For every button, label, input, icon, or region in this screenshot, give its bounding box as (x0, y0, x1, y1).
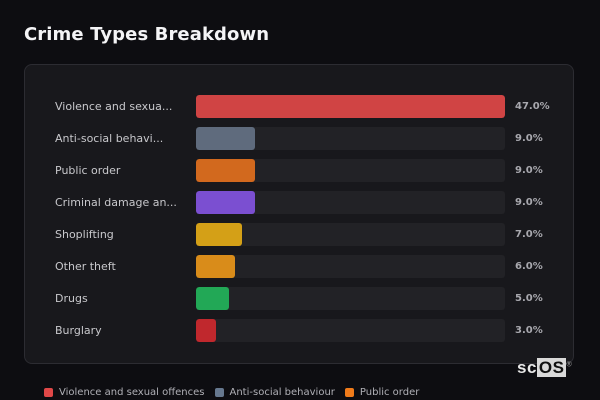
bar-label: Public order (55, 164, 121, 177)
bar-fill[interactable] (196, 255, 236, 278)
registered-mark: ® (566, 361, 573, 369)
watermark-prefix: sc (517, 358, 537, 377)
bar-value: 5.0% (515, 293, 543, 304)
bar-label: Shoplifting (55, 228, 114, 241)
watermark-logo: sc OS ® (517, 358, 572, 378)
bar-fill[interactable] (196, 319, 216, 342)
watermark-boxed: OS (536, 358, 567, 377)
bar-value: 7.0% (515, 229, 543, 240)
bar-label: Violence and sexua... (55, 100, 173, 113)
legend-swatch-icon (214, 388, 224, 397)
bar-row[interactable]: Burglary 3.0% (25, 319, 573, 343)
bar-track (196, 95, 505, 118)
legend-label: Anti-social behaviour (229, 387, 335, 398)
bar-label: Burglary (55, 324, 102, 337)
bar-track (196, 223, 505, 246)
bar-track (196, 159, 505, 182)
bar-fill[interactable] (196, 95, 505, 118)
bar-fill[interactable] (196, 191, 256, 214)
chart-card: Violence and sexua... 47.0% Anti-social be… (24, 64, 574, 364)
bar-value: 3.0% (515, 325, 543, 336)
legend-swatch-icon (44, 388, 53, 397)
bar-row[interactable]: Criminal damage an... 9.0% (25, 191, 573, 215)
bar-label: Other theft (55, 260, 116, 273)
bar-label: Anti-social behavi... (55, 132, 164, 145)
bar-row[interactable]: Drugs 5.0% (25, 287, 573, 311)
chart-title: Crime Types Breakdown (24, 24, 270, 45)
bar-fill[interactable] (196, 287, 229, 310)
bar-row[interactable]: Public order 9.0% (25, 159, 573, 183)
bar-track (196, 287, 505, 310)
legend-label: Public order (359, 387, 420, 398)
legend-swatch-icon (344, 388, 354, 397)
legend-item[interactable]: Anti-social behaviour (214, 387, 335, 398)
legend-label: Violence and sexual offences (59, 387, 205, 398)
bar-track (196, 319, 505, 342)
legend-item[interactable]: Public order (344, 387, 420, 398)
bar-value: 9.0% (515, 133, 543, 144)
bar-value: 9.0% (515, 165, 543, 176)
bar-track (196, 127, 505, 150)
bar-value: 6.0% (515, 261, 543, 272)
bar-row[interactable]: Other theft 6.0% (25, 255, 573, 279)
bar-row[interactable]: Shoplifting 7.0% (25, 223, 573, 247)
bar-value: 9.0% (515, 197, 543, 208)
chart-legend: Violence and sexual offences Anti-social … (44, 387, 419, 398)
bar-label: Criminal damage an... (55, 196, 177, 209)
bar-row[interactable]: Violence and sexua... 47.0% (25, 95, 573, 119)
legend-item[interactable]: Violence and sexual offences (44, 387, 205, 398)
bar-label: Drugs (55, 292, 88, 305)
bar-track (196, 255, 505, 278)
bar-track (196, 191, 505, 214)
bar-fill[interactable] (196, 223, 243, 246)
bar-row[interactable]: Anti-social behavi... 9.0% (25, 127, 573, 151)
bar-fill[interactable] (196, 127, 256, 150)
bar-fill[interactable] (196, 159, 256, 182)
bar-value: 47.0% (515, 101, 550, 112)
